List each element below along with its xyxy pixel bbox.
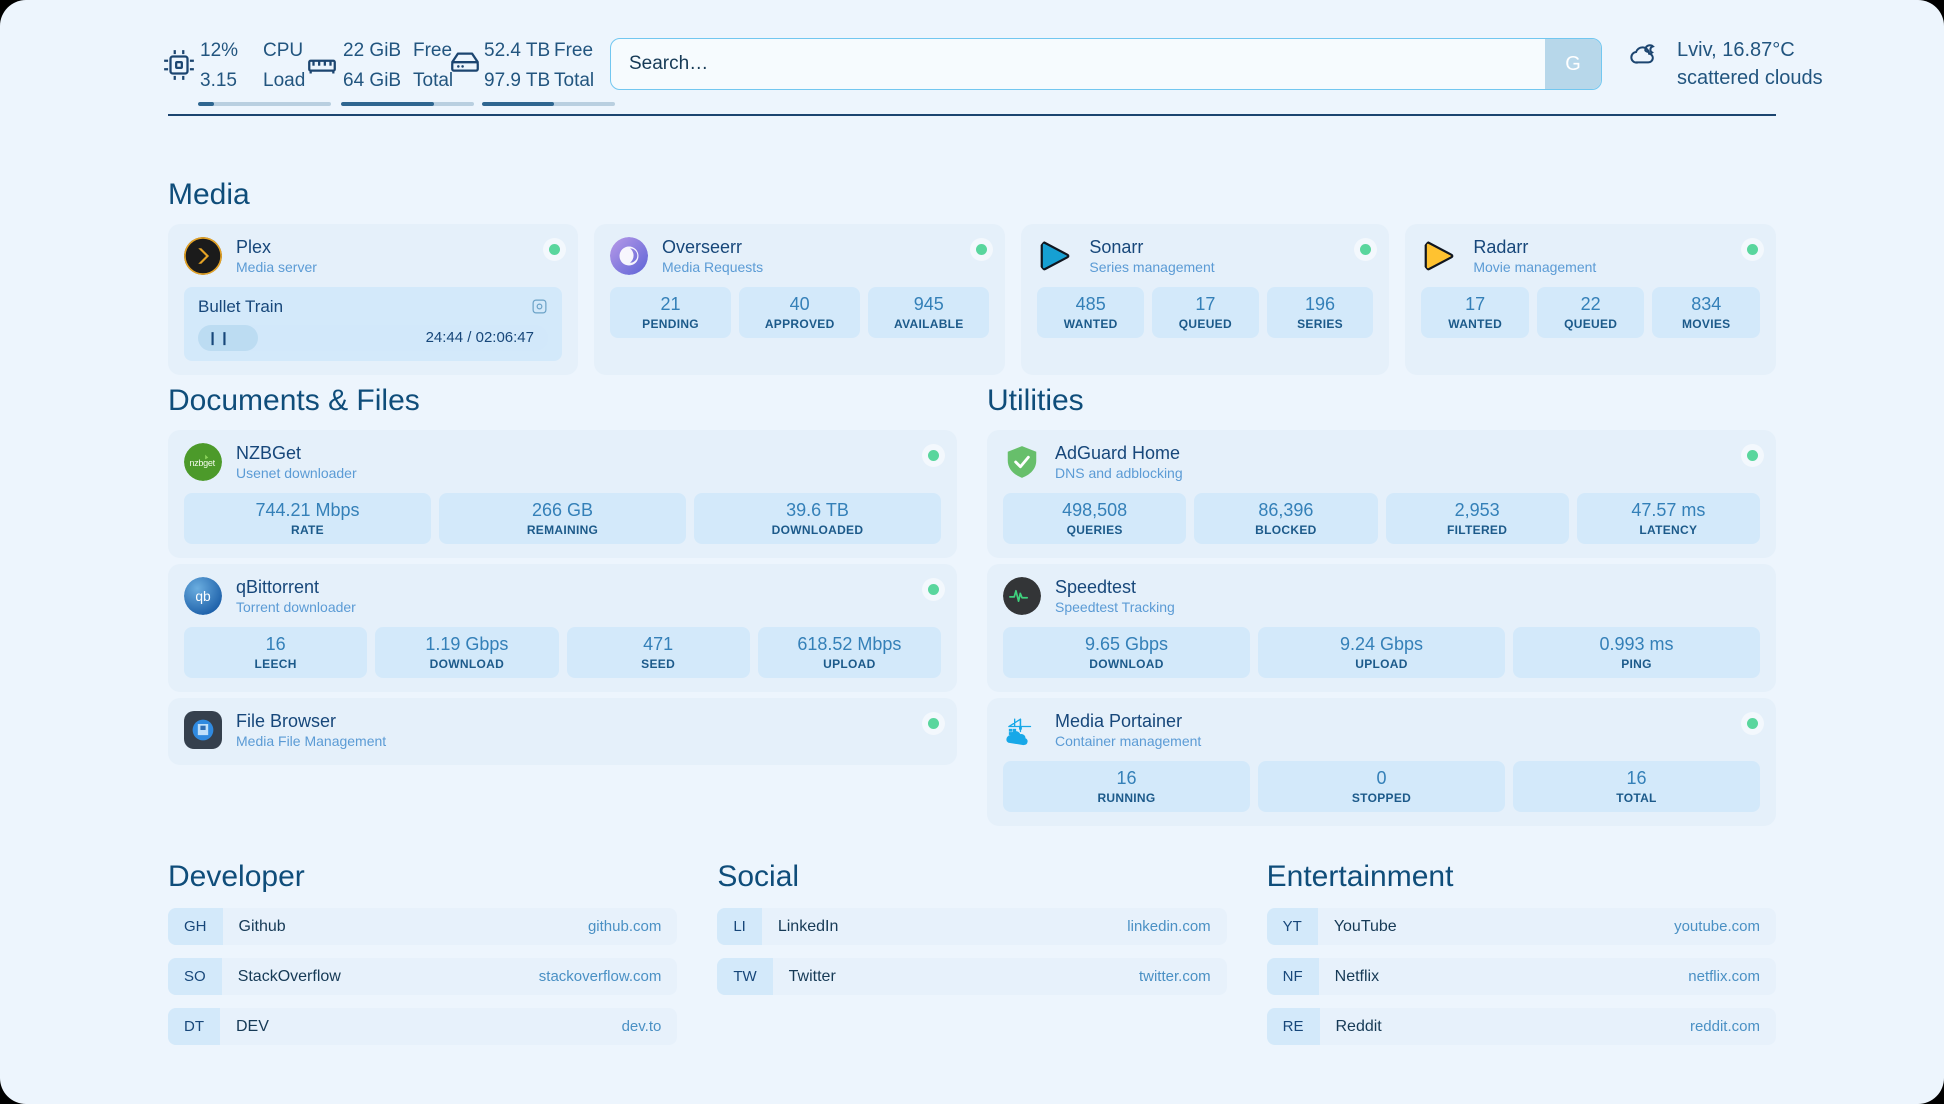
svg-text:nzbget: nzbget [189,458,215,468]
svg-text:qb: qb [195,589,211,605]
